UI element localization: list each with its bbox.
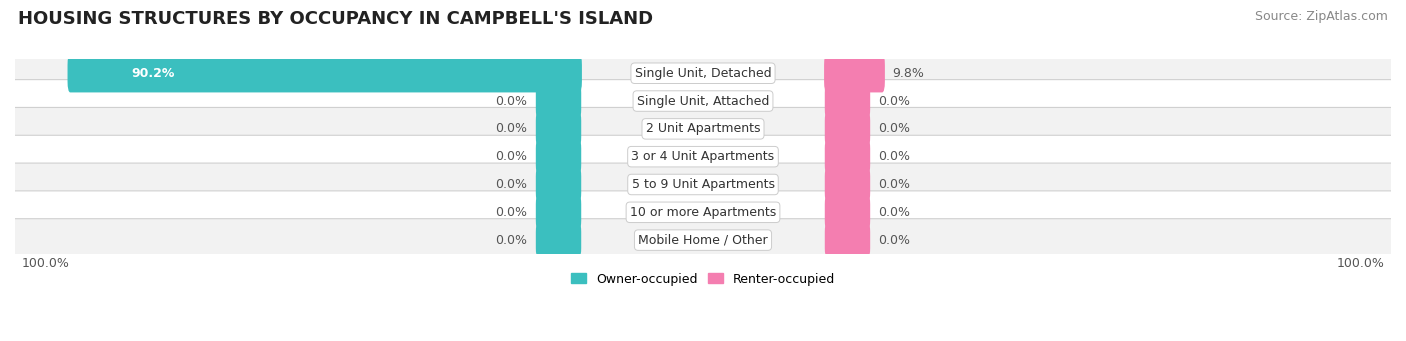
FancyBboxPatch shape bbox=[67, 54, 582, 92]
FancyBboxPatch shape bbox=[13, 80, 1393, 122]
Text: 0.0%: 0.0% bbox=[495, 206, 527, 219]
Text: 0.0%: 0.0% bbox=[495, 94, 527, 107]
Text: 9.8%: 9.8% bbox=[893, 67, 924, 80]
FancyBboxPatch shape bbox=[13, 107, 1393, 150]
FancyBboxPatch shape bbox=[536, 140, 581, 173]
Text: 0.0%: 0.0% bbox=[879, 178, 911, 191]
FancyBboxPatch shape bbox=[825, 140, 870, 173]
Text: 0.0%: 0.0% bbox=[495, 122, 527, 135]
FancyBboxPatch shape bbox=[825, 85, 870, 117]
FancyBboxPatch shape bbox=[13, 163, 1393, 206]
Text: 3 or 4 Unit Apartments: 3 or 4 Unit Apartments bbox=[631, 150, 775, 163]
FancyBboxPatch shape bbox=[536, 224, 581, 256]
FancyBboxPatch shape bbox=[825, 113, 870, 145]
Text: 0.0%: 0.0% bbox=[879, 94, 911, 107]
Text: 100.0%: 100.0% bbox=[1336, 257, 1384, 270]
Text: HOUSING STRUCTURES BY OCCUPANCY IN CAMPBELL'S ISLAND: HOUSING STRUCTURES BY OCCUPANCY IN CAMPB… bbox=[18, 10, 654, 28]
FancyBboxPatch shape bbox=[536, 196, 581, 229]
FancyBboxPatch shape bbox=[825, 196, 870, 229]
Legend: Owner-occupied, Renter-occupied: Owner-occupied, Renter-occupied bbox=[567, 268, 839, 291]
Text: 5 to 9 Unit Apartments: 5 to 9 Unit Apartments bbox=[631, 178, 775, 191]
Text: 100.0%: 100.0% bbox=[22, 257, 70, 270]
FancyBboxPatch shape bbox=[825, 224, 870, 256]
FancyBboxPatch shape bbox=[536, 113, 581, 145]
Text: 0.0%: 0.0% bbox=[495, 178, 527, 191]
Text: 0.0%: 0.0% bbox=[879, 150, 911, 163]
FancyBboxPatch shape bbox=[536, 168, 581, 201]
Text: 0.0%: 0.0% bbox=[879, 122, 911, 135]
FancyBboxPatch shape bbox=[13, 191, 1393, 234]
Text: 10 or more Apartments: 10 or more Apartments bbox=[630, 206, 776, 219]
Text: 0.0%: 0.0% bbox=[495, 150, 527, 163]
Text: Single Unit, Attached: Single Unit, Attached bbox=[637, 94, 769, 107]
Text: Single Unit, Detached: Single Unit, Detached bbox=[634, 67, 772, 80]
Text: 0.0%: 0.0% bbox=[879, 206, 911, 219]
FancyBboxPatch shape bbox=[13, 52, 1393, 95]
Text: 0.0%: 0.0% bbox=[879, 234, 911, 247]
FancyBboxPatch shape bbox=[824, 54, 884, 92]
FancyBboxPatch shape bbox=[13, 219, 1393, 262]
Text: 2 Unit Apartments: 2 Unit Apartments bbox=[645, 122, 761, 135]
Text: 90.2%: 90.2% bbox=[131, 67, 174, 80]
Text: 0.0%: 0.0% bbox=[495, 234, 527, 247]
Text: Mobile Home / Other: Mobile Home / Other bbox=[638, 234, 768, 247]
FancyBboxPatch shape bbox=[536, 85, 581, 117]
FancyBboxPatch shape bbox=[13, 135, 1393, 178]
Text: Source: ZipAtlas.com: Source: ZipAtlas.com bbox=[1254, 10, 1388, 23]
FancyBboxPatch shape bbox=[825, 168, 870, 201]
